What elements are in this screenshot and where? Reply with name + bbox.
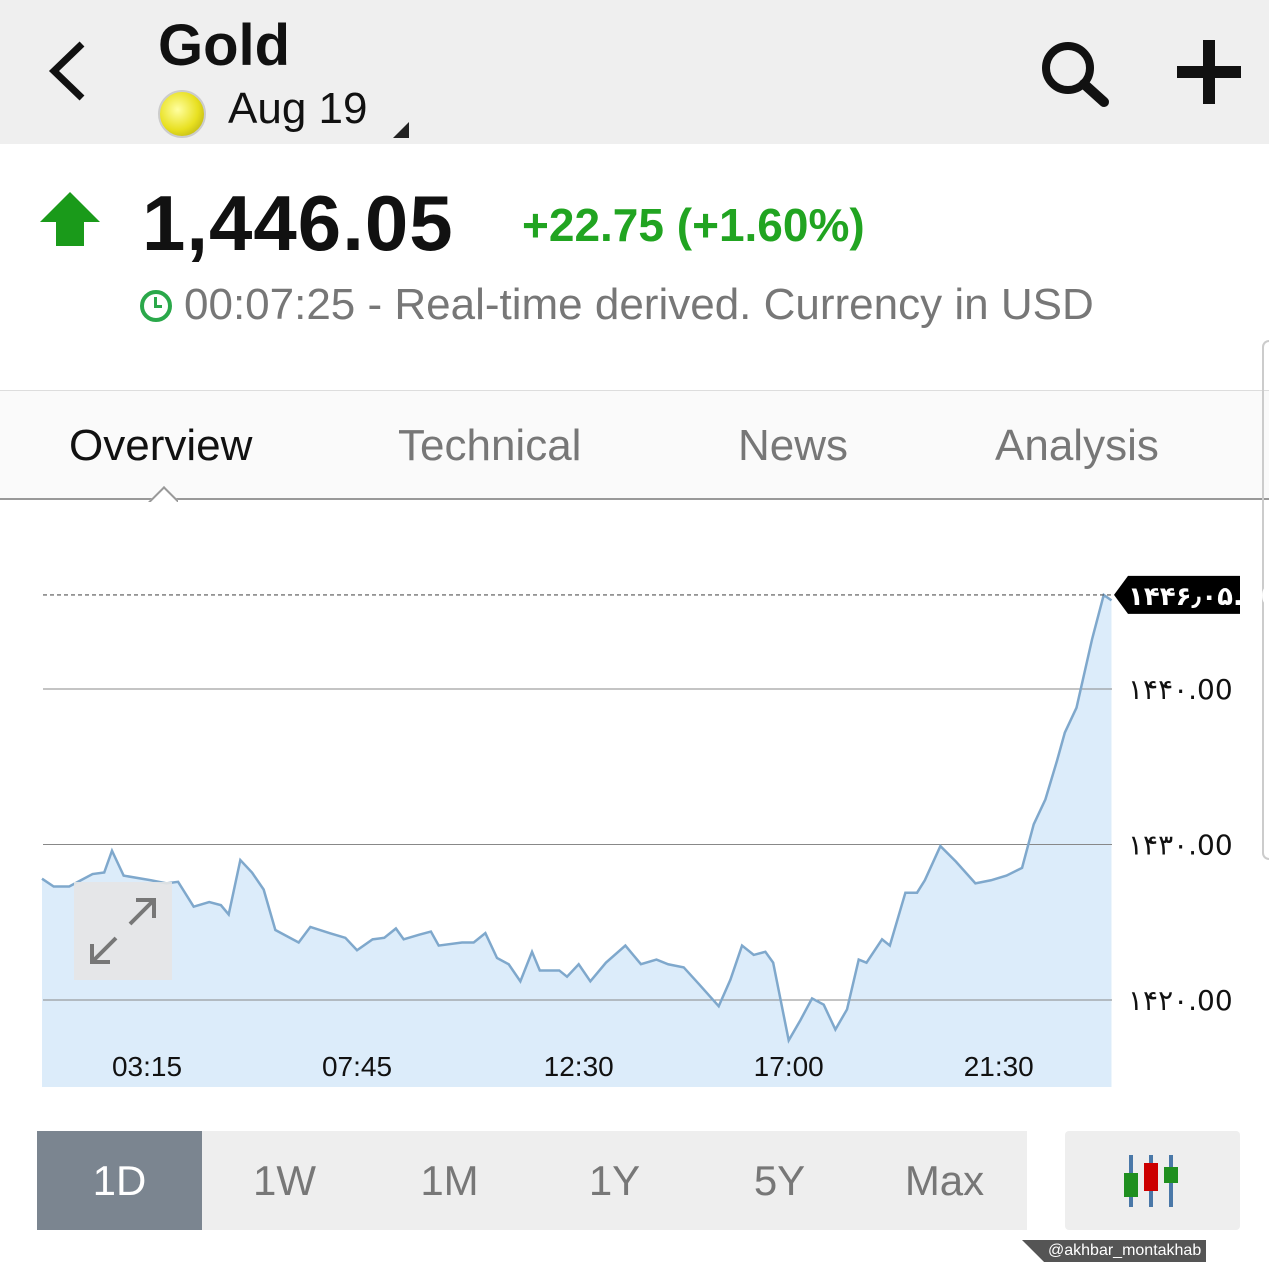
- x-tick-label: 12:30: [544, 1051, 614, 1082]
- tab-bar: Overview Technical News Analysis: [0, 390, 1269, 500]
- tab-technical[interactable]: Technical: [398, 421, 582, 470]
- last-price-marker: [1114, 575, 1240, 614]
- x-tick-label: 07:45: [322, 1051, 392, 1082]
- price-chart[interactable]: ۱۴۲۰.00 ۱۴۳۰.00 ۱۴۴۰.00 ۱۴۴۶٫۰۵.00 03:15 07:4…: [0, 540, 1269, 1100]
- plus-icon[interactable]: [1175, 38, 1243, 106]
- range-1w[interactable]: 1W: [253, 1156, 316, 1204]
- range-1y[interactable]: 1Y: [588, 1156, 641, 1204]
- instrument-title: Gold: [158, 13, 291, 78]
- last-price: 1,446.05: [142, 179, 454, 267]
- x-tick-label: 17:00: [754, 1051, 824, 1082]
- x-tick-label: 21:30: [964, 1051, 1034, 1082]
- active-tab-indicator: [148, 486, 178, 502]
- dropdown-triangle-icon[interactable]: [393, 122, 409, 138]
- y-tick-label: ۱۴۴۰.00: [1128, 673, 1233, 706]
- candlestick-icon: [1124, 1155, 1178, 1207]
- last-price-label: ۱۴۴۶٫۰۵.00: [1128, 582, 1269, 612]
- contract-selector[interactable]: Aug 19: [228, 84, 368, 133]
- gold-coin-icon: [158, 90, 206, 138]
- tab-news[interactable]: News: [738, 421, 849, 470]
- y-tick-label: ۱۴۲۰.00: [1128, 984, 1233, 1017]
- search-icon[interactable]: [1038, 38, 1110, 110]
- clock-icon: [140, 290, 172, 322]
- tab-analysis[interactable]: Analysis: [995, 421, 1159, 470]
- quote-status: 00:07:25 - Real-time derived. Currency i…: [184, 280, 1094, 329]
- watermark: @akhbar_montakhab: [1022, 1240, 1206, 1262]
- range-5y[interactable]: 5Y: [753, 1156, 806, 1204]
- expand-icon[interactable]: [74, 882, 172, 980]
- range-max[interactable]: Max: [904, 1156, 985, 1204]
- candlestick-toggle-button[interactable]: [1065, 1131, 1240, 1230]
- price-change: +22.75 (+1.60%): [522, 199, 865, 251]
- x-tick-label: 03:15: [112, 1051, 182, 1082]
- range-1d[interactable]: 1D: [37, 1131, 202, 1230]
- chevron-left-icon[interactable]: [40, 36, 100, 106]
- y-tick-label: ۱۴۳۰.00: [1128, 829, 1233, 862]
- tab-overview[interactable]: Overview: [69, 421, 253, 470]
- arrow-up-icon: [40, 192, 100, 246]
- top-bar: Gold Aug 19: [0, 0, 1269, 144]
- side-panel-handle[interactable]: [1262, 340, 1269, 860]
- range-selector: 1D 1W 1M 1Y 5Y Max: [37, 1131, 1027, 1230]
- price-area-fill: [41, 594, 1112, 1087]
- range-1m[interactable]: 1M: [420, 1156, 479, 1204]
- price-line: [41, 592, 1113, 1044]
